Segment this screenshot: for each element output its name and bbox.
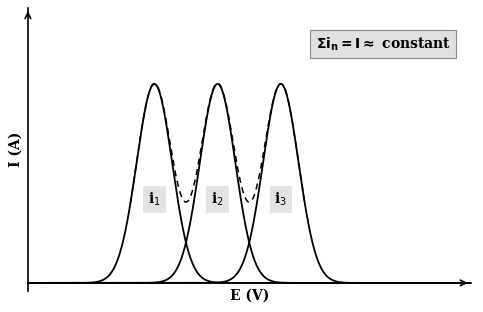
Text: i$_1$: i$_1$	[148, 191, 161, 208]
Text: i$_3$: i$_3$	[274, 191, 287, 208]
Text: i$_2$: i$_2$	[211, 191, 224, 208]
Text: $\mathbf{\Sigma i_n = I \approx}$ constant: $\mathbf{\Sigma i_n = I \approx}$ consta…	[315, 36, 451, 53]
Y-axis label: I (A): I (A)	[8, 132, 22, 167]
X-axis label: E (V): E (V)	[229, 289, 269, 302]
